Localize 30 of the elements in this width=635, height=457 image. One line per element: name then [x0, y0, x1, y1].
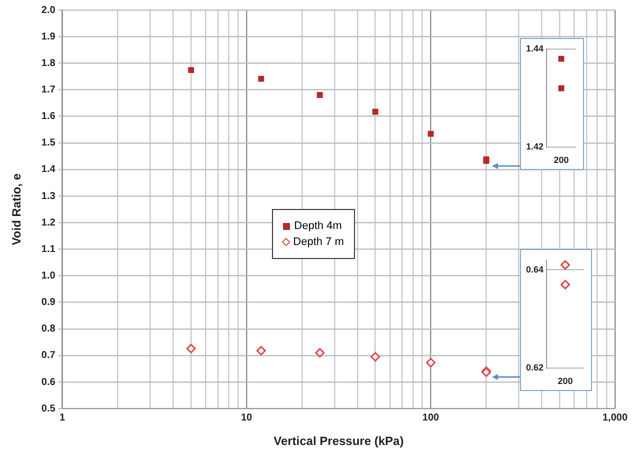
y-tick-label: 0.9	[41, 297, 56, 308]
y-tick-label: 0.64	[526, 264, 544, 274]
y-tick-label: 1.2	[41, 217, 56, 228]
y-tick-label: 1.42	[526, 142, 544, 152]
y-tick-label: 1.7	[41, 84, 56, 96]
x-axis-title: Vertical Pressure (kPa)	[274, 434, 404, 448]
y-tick-label: 0.6	[41, 376, 56, 388]
y-tick-label: 1.3	[41, 190, 56, 202]
y-tick-label: 1.6	[41, 111, 56, 122]
y-tick-label: 0.8	[41, 324, 56, 335]
y-tick-label: 1.0	[41, 270, 56, 282]
x-tick-label: 100	[422, 412, 440, 424]
y-tick-label: 0.62	[526, 362, 544, 373]
x-tick-label: 1,000	[602, 412, 628, 424]
legend-label: Depth 7 m	[293, 236, 344, 248]
y-axis-title: Void Ratio, e	[10, 173, 24, 246]
x-tick-label: 10	[240, 412, 253, 424]
x-tick-label: 200	[554, 155, 569, 166]
y-tick-label: 0.7	[41, 350, 56, 362]
y-tick-label: 1.44	[526, 43, 544, 54]
x-tick-label: 1	[60, 412, 66, 424]
x-tick-label: 200	[558, 376, 573, 386]
y-tick-label: 2.0	[41, 4, 56, 16]
y-tick-label: 0.5	[41, 403, 56, 414]
legend-label: Depth 4m	[294, 220, 342, 232]
y-tick-label: 1.9	[41, 31, 56, 42]
y-tick-label: 1.1	[41, 244, 56, 255]
y-tick-label: 1.5	[41, 138, 56, 149]
y-tick-label: 1.4	[41, 164, 56, 176]
y-tick-label: 1.8	[41, 58, 56, 69]
